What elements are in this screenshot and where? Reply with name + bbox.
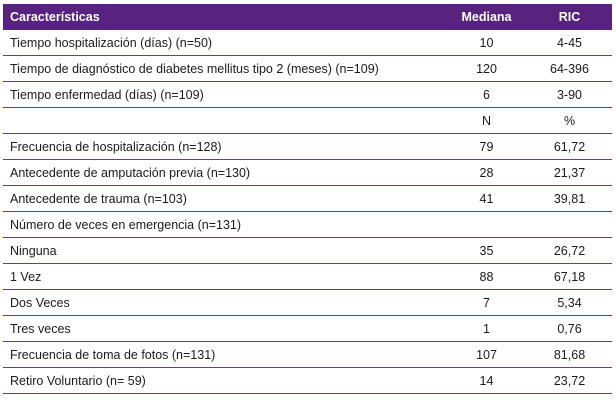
- row-value-n: 28: [446, 159, 527, 186]
- row-value-median: 6: [446, 81, 527, 108]
- row-value-median: 120: [446, 55, 527, 82]
- row-value-n: 7: [446, 289, 527, 316]
- table-row: 1 Vez 88 67,18: [3, 263, 612, 290]
- header-ric: RIC: [527, 4, 612, 30]
- table-row: Tres veces 1 0,76: [3, 315, 612, 342]
- header-median: Mediana: [446, 4, 527, 30]
- row-value-n: 79: [446, 133, 527, 160]
- row-value-percent: 39,81: [527, 185, 612, 212]
- subheader-percent: %: [527, 107, 612, 134]
- group-label: Número de veces en emergencia (n=131): [3, 211, 446, 238]
- characteristics-table-container: Características Mediana RIC Tiempo hospi…: [3, 4, 612, 394]
- row-value-percent: 67,18: [527, 263, 612, 290]
- table-row: Retiro Voluntario (n= 59) 14 23,72: [3, 367, 612, 394]
- row-value-n: [446, 211, 527, 238]
- row-value-median: 10: [446, 30, 527, 56]
- table-body: Tiempo hospitalización (días) (n=50) 10 …: [3, 30, 612, 394]
- table-row: Antecedente de amputación previa (n=130)…: [3, 159, 612, 186]
- row-label: Retiro Voluntario (n= 59): [3, 367, 446, 394]
- row-value-percent: 0,76: [527, 315, 612, 342]
- row-label: [3, 107, 446, 134]
- row-label: Frecuencia de hospitalización (n=128): [3, 133, 446, 160]
- table-row: Dos Veces 7 5,34: [3, 289, 612, 316]
- row-value-percent: 61,72: [527, 133, 612, 160]
- row-label: Ninguna: [3, 237, 446, 264]
- row-value-percent: 23,72: [527, 367, 612, 394]
- row-label: Tiempo de diagnóstico de diabetes mellit…: [3, 55, 446, 82]
- row-label: Antecedente de amputación previa (n=130): [3, 159, 446, 186]
- header-characteristics: Características: [3, 4, 446, 30]
- row-label: Antecedente de trauma (n=103): [3, 185, 446, 212]
- row-label: Dos Veces: [3, 289, 446, 316]
- table-row: Antecedente de trauma (n=103) 41 39,81: [3, 185, 612, 212]
- row-label: Frecuencia de toma de fotos (n=131): [3, 341, 446, 368]
- row-value-n: 88: [446, 263, 527, 290]
- table-header: Características Mediana RIC: [3, 4, 612, 30]
- table-row: Tiempo hospitalización (días) (n=50) 10 …: [3, 30, 612, 56]
- table-row: Tiempo de diagnóstico de diabetes mellit…: [3, 55, 612, 82]
- row-value-n: 1: [446, 315, 527, 342]
- table-row: Frecuencia de hospitalización (n=128) 79…: [3, 133, 612, 160]
- subheader-row: N %: [3, 107, 612, 134]
- group-row: Número de veces en emergencia (n=131): [3, 211, 612, 238]
- row-value-percent: 21,37: [527, 159, 612, 186]
- row-value-n: 14: [446, 367, 527, 394]
- row-label: Tres veces: [3, 315, 446, 342]
- row-value-ric: 3-90: [527, 81, 612, 108]
- table-row: Ninguna 35 26,72: [3, 237, 612, 264]
- row-label: Tiempo enfermedad (días) (n=109): [3, 81, 446, 108]
- row-value-percent: 26,72: [527, 237, 612, 264]
- row-value-percent: 81,68: [527, 341, 612, 368]
- table-row: Frecuencia de toma de fotos (n=131) 107 …: [3, 341, 612, 368]
- row-value-n: 35: [446, 237, 527, 264]
- row-label: Tiempo hospitalización (días) (n=50): [3, 30, 446, 56]
- header-row: Características Mediana RIC: [3, 4, 612, 30]
- row-value-ric: 64-396: [527, 55, 612, 82]
- subheader-n: N: [446, 107, 527, 134]
- row-value-n: 41: [446, 185, 527, 212]
- row-value-n: 107: [446, 341, 527, 368]
- row-value-percent: 5,34: [527, 289, 612, 316]
- table-row: Tiempo enfermedad (días) (n=109) 6 3-90: [3, 81, 612, 108]
- characteristics-table: Características Mediana RIC Tiempo hospi…: [3, 4, 612, 394]
- row-value-percent: [527, 211, 612, 238]
- row-label: 1 Vez: [3, 263, 446, 290]
- row-value-ric: 4-45: [527, 30, 612, 56]
